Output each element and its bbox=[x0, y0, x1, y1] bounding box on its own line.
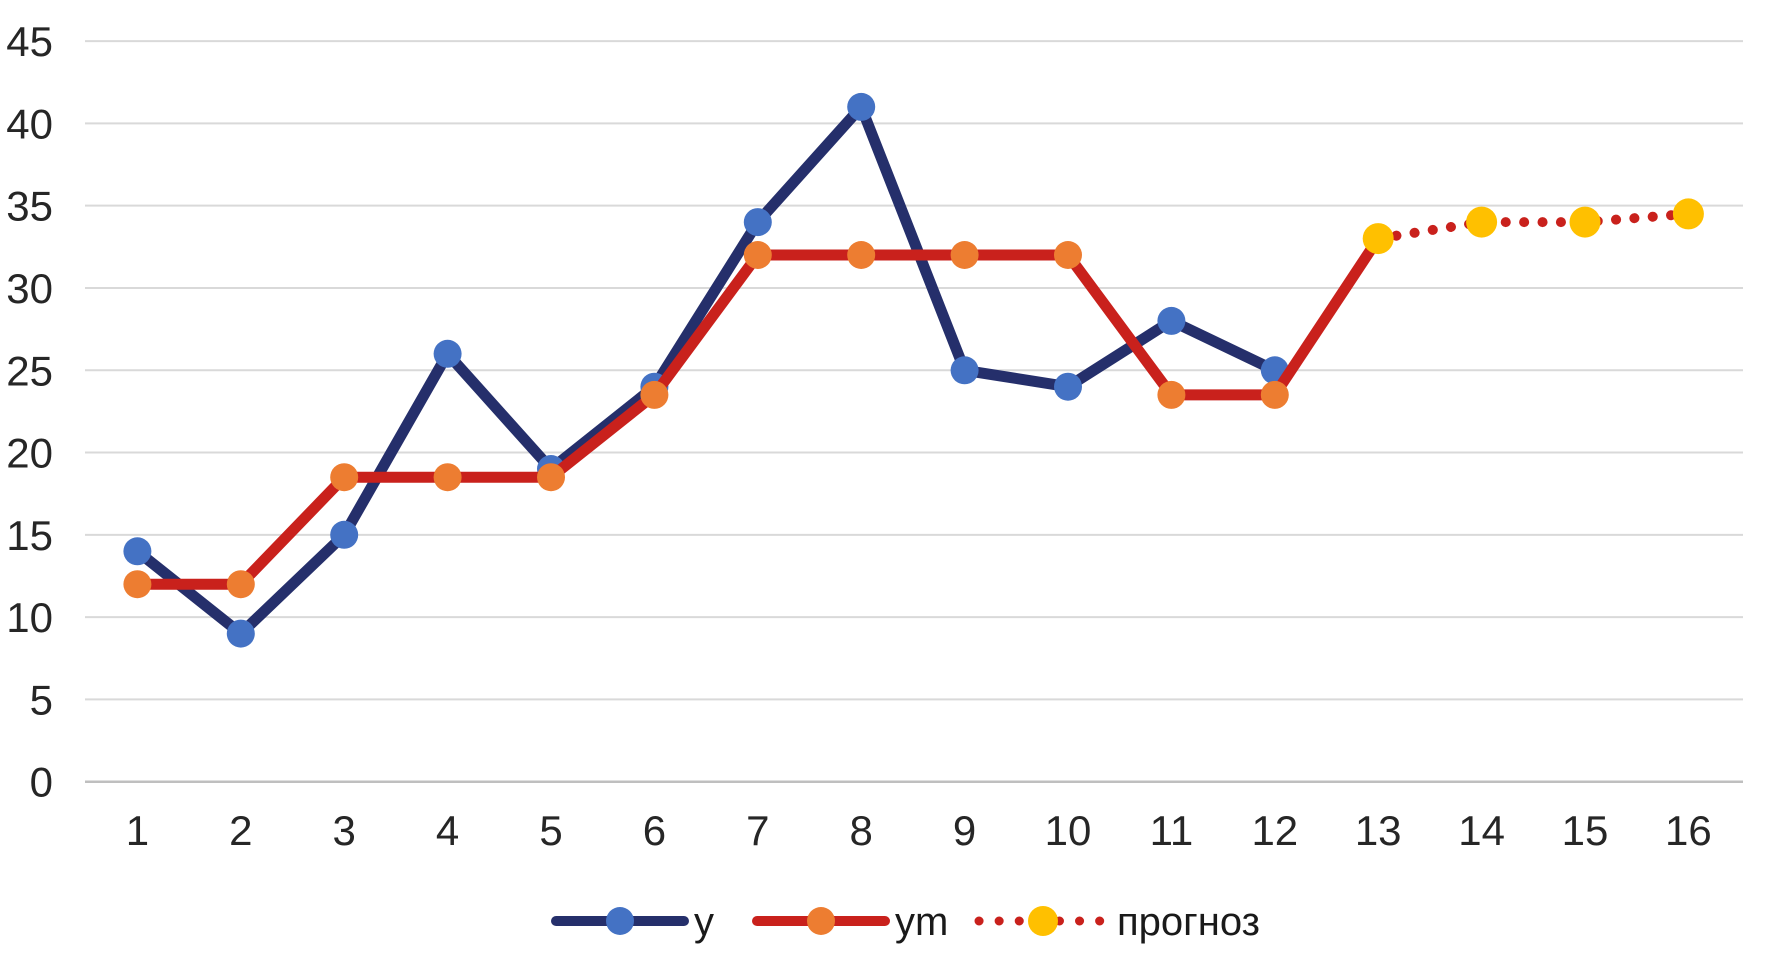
series-y-marker bbox=[743, 208, 772, 237]
series-y-marker bbox=[950, 356, 979, 385]
gridlines bbox=[85, 40, 1743, 783]
series-ym-marker bbox=[847, 241, 876, 269]
x-tick-label: 5 bbox=[539, 807, 562, 854]
y-axis-tick-labels: 0 5 10 15 20 25 30 35 40 45 bbox=[6, 18, 53, 806]
y-tick-label: 10 bbox=[6, 594, 53, 641]
series-прогноз-marker bbox=[1672, 198, 1704, 230]
series-y-line bbox=[131, 101, 1281, 640]
legend-item-ym: ym bbox=[752, 900, 948, 944]
y-tick-label: 40 bbox=[6, 100, 53, 147]
y-tick-label: 30 bbox=[6, 265, 53, 312]
series-ym-marker bbox=[226, 570, 255, 599]
series-ym-marker bbox=[537, 463, 565, 492]
legend-y-marker bbox=[606, 907, 634, 935]
x-tick-label: 16 bbox=[1665, 807, 1712, 854]
series-ym-marker bbox=[743, 241, 772, 269]
series-y-marker bbox=[1054, 372, 1082, 401]
series-y-marker bbox=[123, 537, 152, 566]
legend-прогноз-marker bbox=[1028, 906, 1058, 936]
series-прогноз bbox=[1362, 198, 1704, 255]
legend-y-label: y bbox=[694, 900, 714, 944]
y-tick-label: 35 bbox=[6, 183, 53, 230]
series-y-marker bbox=[433, 339, 462, 368]
series-ym-marker bbox=[1157, 380, 1186, 409]
series-ym-marker bbox=[330, 463, 359, 492]
series-ym-marker bbox=[640, 380, 669, 409]
x-tick-label: 4 bbox=[436, 807, 459, 854]
y-tick-label: 25 bbox=[6, 347, 53, 394]
legend-прогноз-label: прогноз bbox=[1117, 900, 1260, 944]
series-ym-marker bbox=[950, 241, 979, 269]
legend-item-прогноз: прогноз bbox=[974, 900, 1260, 944]
series-ym-marker bbox=[1260, 380, 1289, 409]
x-tick-label: 11 bbox=[1150, 807, 1194, 854]
x-tick-label: 15 bbox=[1562, 807, 1609, 854]
legend-ym-label: ym bbox=[895, 900, 948, 944]
x-tick-label: 8 bbox=[850, 807, 873, 854]
x-tick-label: 13 bbox=[1355, 807, 1402, 854]
x-tick-label: 3 bbox=[333, 807, 356, 854]
series-ym-marker bbox=[123, 570, 152, 599]
series-ym-marker bbox=[1054, 241, 1082, 269]
y-tick-label: 45 bbox=[6, 18, 53, 65]
y-tick-label: 20 bbox=[6, 430, 53, 477]
series-y-marker bbox=[226, 619, 255, 648]
y-tick-label: 5 bbox=[30, 676, 53, 723]
x-tick-label: 2 bbox=[229, 807, 252, 854]
x-tick-label: 6 bbox=[643, 807, 666, 854]
series-прогноз-marker bbox=[1362, 223, 1394, 255]
series-ym-marker bbox=[433, 463, 462, 492]
series-y-marker bbox=[847, 92, 876, 121]
series-ym bbox=[123, 233, 1384, 599]
series-прогноз-marker bbox=[1569, 206, 1601, 238]
legend-item-y: y bbox=[551, 900, 714, 944]
series-y-marker bbox=[330, 520, 359, 549]
y-tick-label: 15 bbox=[6, 512, 53, 559]
legend: y ym прогноз bbox=[551, 900, 1260, 944]
x-tick-label: 7 bbox=[746, 807, 769, 854]
x-tick-label: 12 bbox=[1251, 807, 1298, 854]
x-tick-label: 1 bbox=[126, 807, 149, 854]
series-прогноз-line bbox=[1373, 208, 1694, 244]
x-tick-label: 10 bbox=[1045, 807, 1092, 854]
x-axis-tick-labels: 1 2 3 4 5 6 7 8 9 10 11 12 13 14 15 16 bbox=[126, 807, 1712, 854]
x-tick-label: 9 bbox=[953, 807, 976, 854]
series-прогноз-marker bbox=[1466, 206, 1498, 238]
legend-ym-marker bbox=[807, 907, 835, 935]
x-tick-label: 14 bbox=[1458, 807, 1505, 854]
series-y-marker bbox=[1157, 306, 1186, 335]
y-tick-label: 0 bbox=[30, 759, 53, 806]
